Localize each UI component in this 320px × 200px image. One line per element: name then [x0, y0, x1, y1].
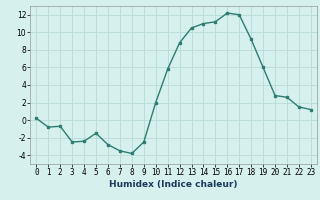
X-axis label: Humidex (Indice chaleur): Humidex (Indice chaleur): [109, 180, 238, 189]
